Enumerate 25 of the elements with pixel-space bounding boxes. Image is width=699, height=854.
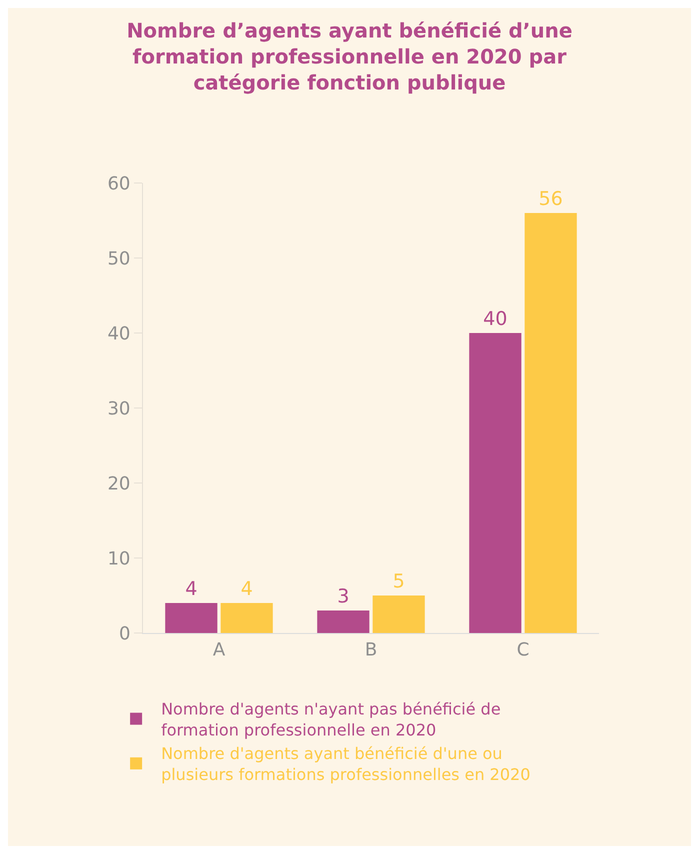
y-tick-label: 10 [107, 548, 130, 570]
x-tick-label: C [516, 640, 530, 661]
data-label: 4 [185, 578, 198, 600]
legend-label: Nombre d'agents ayant bénéficié d'une ou plusieurs formations professionnelles en 2020 [161, 744, 530, 784]
y-tick-label: 30 [107, 398, 130, 420]
data-label: 56 [538, 188, 563, 210]
chart-title: Nombre d’agents ayant bénéficié d’une formation professionnelle en 2020 par catégorie fonction publique [126, 18, 572, 94]
bar [317, 610, 370, 633]
y-tick-label: 60 [107, 173, 130, 194]
data-label: 3 [337, 586, 350, 608]
data-label: 5 [392, 570, 405, 592]
y-tick-label: 40 [107, 323, 130, 344]
bar [220, 603, 273, 633]
y-tick-label: 50 [107, 248, 130, 270]
bar [469, 333, 522, 633]
bar [165, 603, 218, 633]
data-label: 4 [240, 578, 253, 600]
x-tick-label: B [364, 640, 378, 661]
y-tick-label: 20 [107, 473, 130, 494]
y-tick-label: 0 [118, 623, 130, 644]
data-label: 40 [483, 308, 508, 330]
bar [372, 596, 425, 633]
legend-label: Nombre d'agents n'ayant pas bénéficié de formation professionnelle en 2020 [161, 700, 501, 740]
x-tick-label: A [212, 640, 226, 661]
bar [524, 213, 577, 633]
